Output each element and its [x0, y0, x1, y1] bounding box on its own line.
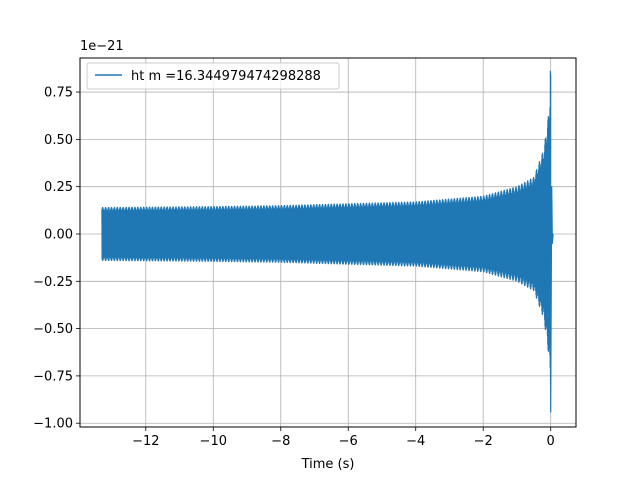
y-tick-label: 0.75: [44, 86, 73, 101]
legend-box: [86, 62, 340, 90]
y-axis-multiplier: 1e−21: [80, 39, 124, 54]
y-tick-label: 0.25: [44, 180, 73, 195]
y-tick-label: −0.25: [33, 275, 73, 290]
legend-label: ht m =16.344979474298288: [131, 69, 321, 84]
y-tick-label: 0.00: [44, 227, 73, 242]
x-tick-label: −10: [200, 434, 227, 449]
plot-area: [101, 70, 554, 413]
y-tick-label: 0.50: [44, 133, 73, 148]
x-axis: −12 −10 −8 −6 −4 −2 0: [132, 427, 555, 449]
x-tick-label: −8: [271, 434, 290, 449]
x-tick-label: −12: [132, 434, 159, 449]
y-tick-label: −0.50: [33, 322, 73, 337]
y-tick-label: −1.00: [33, 417, 73, 432]
x-tick-label: −2: [474, 434, 493, 449]
y-tick-label: −0.75: [33, 369, 73, 384]
x-tick-label: −6: [339, 434, 358, 449]
x-tick-label: 0: [547, 434, 555, 449]
legend: ht m =16.344979474298288: [86, 62, 340, 90]
waveform-series-line: [101, 70, 554, 413]
axes-frame: [79, 57, 577, 428]
x-axis-label: Time (s): [301, 457, 355, 472]
y-axis: −1.00 −0.75 −0.50 −0.25 0.00 0.25 0.50 0.75: [33, 86, 80, 432]
x-tick-label: −4: [406, 434, 425, 449]
